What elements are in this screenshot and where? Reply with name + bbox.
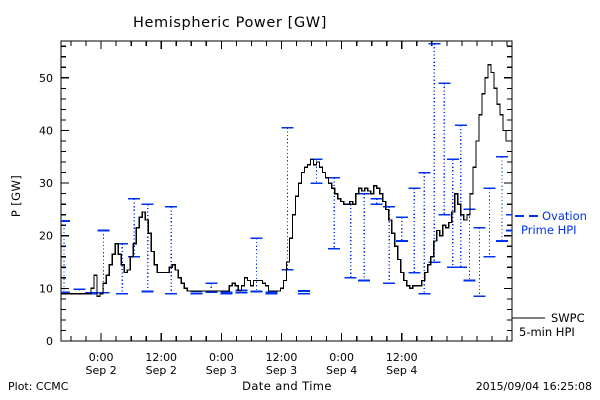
y-tick-label: 50	[39, 72, 53, 85]
x-tick-label-time: 12:00	[266, 351, 298, 364]
legend-ovation-label-line2: Prime HPI	[521, 223, 577, 237]
x-tick-label-time: 0:00	[89, 351, 114, 364]
y-axis: 0 10 20 30 40 50	[39, 45, 512, 348]
footer-left-credit: Plot: CCMC	[8, 380, 69, 393]
x-tick-label-time: 12:00	[145, 351, 177, 364]
x-tick-label-date: Sep 3	[206, 364, 237, 377]
plot-frame	[60, 40, 513, 342]
y-tick-label: 30	[39, 177, 53, 190]
series-swpc-5min-hpi[interactable]	[61, 64, 509, 297]
footer-right-timestamp: 2015/09/04 16:25:08	[476, 380, 592, 393]
x-tick-label-date: Sep 4	[386, 364, 417, 377]
legend-item-ovation-prime-hpi[interactable]: Ovation Prime HPI	[515, 209, 587, 237]
y-axis-title: P [GW]	[9, 175, 23, 217]
x-tick-label-time: 0:00	[329, 351, 354, 364]
x-tick-label-date: Sep 2	[146, 364, 177, 377]
x-tick-label-date: Sep 2	[85, 364, 116, 377]
y-tick-label: 0	[46, 335, 53, 348]
x-tick-label-time: 12:00	[386, 351, 418, 364]
legend-item-swpc-5min-hpi[interactable]: SWPC 5-min HPI	[512, 311, 585, 339]
x-tick-label-time: 0:00	[209, 351, 234, 364]
swpc-step-line	[61, 64, 509, 297]
y-tick-label: 40	[39, 124, 53, 137]
legend-ovation-label-line1: Ovation	[542, 209, 587, 223]
y-tick-label: 10	[39, 282, 53, 295]
chart-title: Hemispheric Power [GW]	[133, 15, 327, 31]
y-tick-label: 20	[39, 230, 53, 243]
x-tick-label-date: Sep 3	[266, 364, 297, 377]
x-tick-label-date: Sep 4	[326, 364, 357, 377]
legend-swpc-label-line1: SWPC	[551, 311, 585, 325]
x-axis-title: Date and Time	[242, 379, 332, 393]
legend-swpc-label-line2: 5-min HPI	[519, 325, 575, 339]
series-ovation-prime-hpi[interactable]	[58, 42, 518, 298]
